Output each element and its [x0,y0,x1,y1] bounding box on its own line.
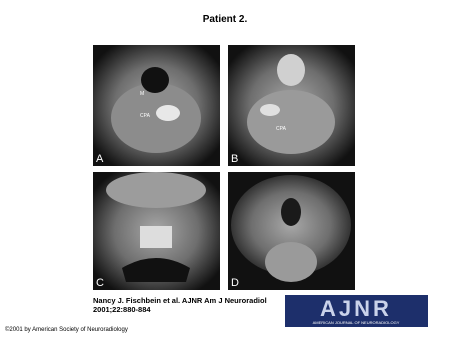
title: Patient 2. [203,14,248,25]
panel-c: C [93,172,220,290]
panel-label: A [96,153,104,165]
copyright: ©2001 by American Society of Neuroradiol… [5,326,128,333]
panel-label: B [231,153,238,165]
panel-label: C [96,277,104,289]
panel-d: D [228,172,355,290]
panel-b: CPA B [228,45,355,166]
annotation: CPA [140,113,151,119]
panel-label: D [231,277,239,289]
logo-subtitle: AMERICAN JOURNAL OF NEURORADIOLOGY [313,320,400,325]
panel-a: M CPA A [93,45,220,166]
logo: AJNR AMERICAN JOURNAL OF NEURORADIOLOGY [285,295,428,327]
annotation: M [140,91,144,97]
annotation: CPA [276,126,287,132]
citation: 2001;22:880-884 [93,305,151,314]
citation: Nancy J. Fischbein et al. AJNR Am J Neur… [93,296,267,305]
logo-name: AJNR [320,296,392,321]
